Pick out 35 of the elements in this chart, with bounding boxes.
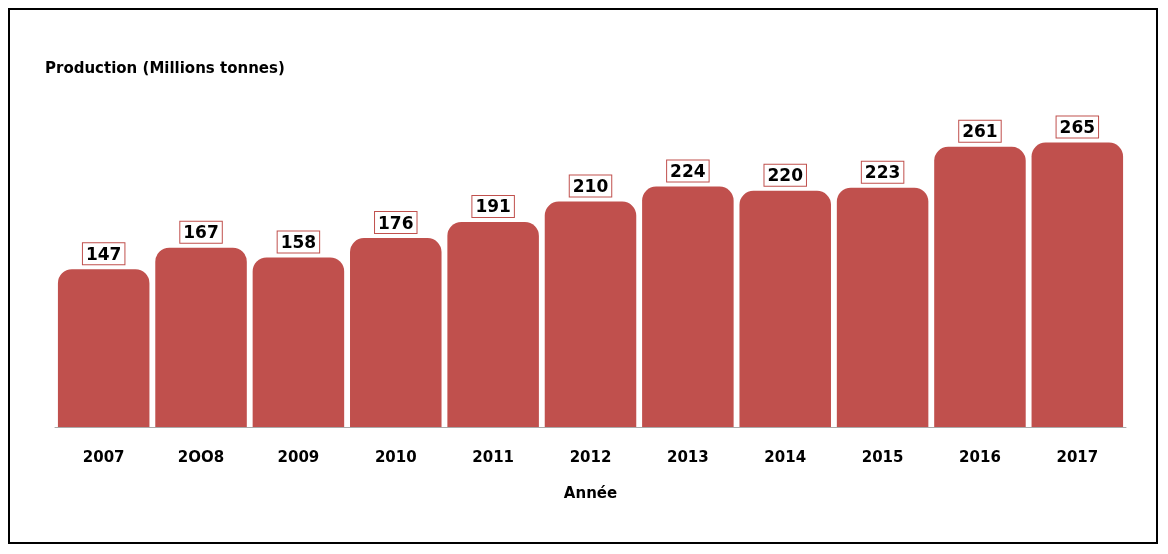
bar: [155, 247, 247, 427]
x-axis-title: Année: [563, 483, 618, 502]
x-tick-label: 2011: [472, 447, 515, 466]
data-label: 147: [85, 243, 122, 264]
x-tick-label: 2010: [374, 447, 417, 466]
data-label: 176: [378, 212, 414, 233]
data-label: 261: [962, 121, 998, 142]
bar: [544, 201, 637, 427]
data-label: 210: [572, 176, 609, 197]
x-tick-label: 2013: [666, 447, 709, 466]
bar: [447, 221, 539, 427]
x-tick-label: 2012: [569, 447, 612, 466]
bar: [934, 146, 1026, 427]
bar: [739, 190, 831, 427]
x-tick-label: 2OO8: [177, 447, 225, 466]
data-label: 223: [864, 162, 901, 183]
x-tick-label: 2007: [82, 447, 125, 466]
data-label: 265: [1059, 117, 1096, 138]
x-tick-label: 2009: [277, 447, 320, 466]
bar: [642, 186, 734, 427]
bar: [252, 257, 345, 427]
data-label: 191: [475, 196, 511, 217]
data-label: 158: [280, 231, 317, 252]
data-label: 220: [767, 165, 804, 186]
data-label: 224: [670, 161, 706, 182]
x-tick-label: 2016: [959, 447, 1001, 466]
chart-title: Production (Millions tonnes): [45, 58, 285, 77]
bar: [350, 238, 442, 427]
bar: [836, 187, 929, 427]
x-tick-label: 2017: [1056, 447, 1099, 466]
data-label: 167: [183, 222, 219, 243]
x-tick-label: 2014: [764, 447, 807, 466]
bar: [1031, 142, 1124, 427]
x-tick-label: 2015: [861, 447, 904, 466]
bar: [57, 269, 150, 427]
